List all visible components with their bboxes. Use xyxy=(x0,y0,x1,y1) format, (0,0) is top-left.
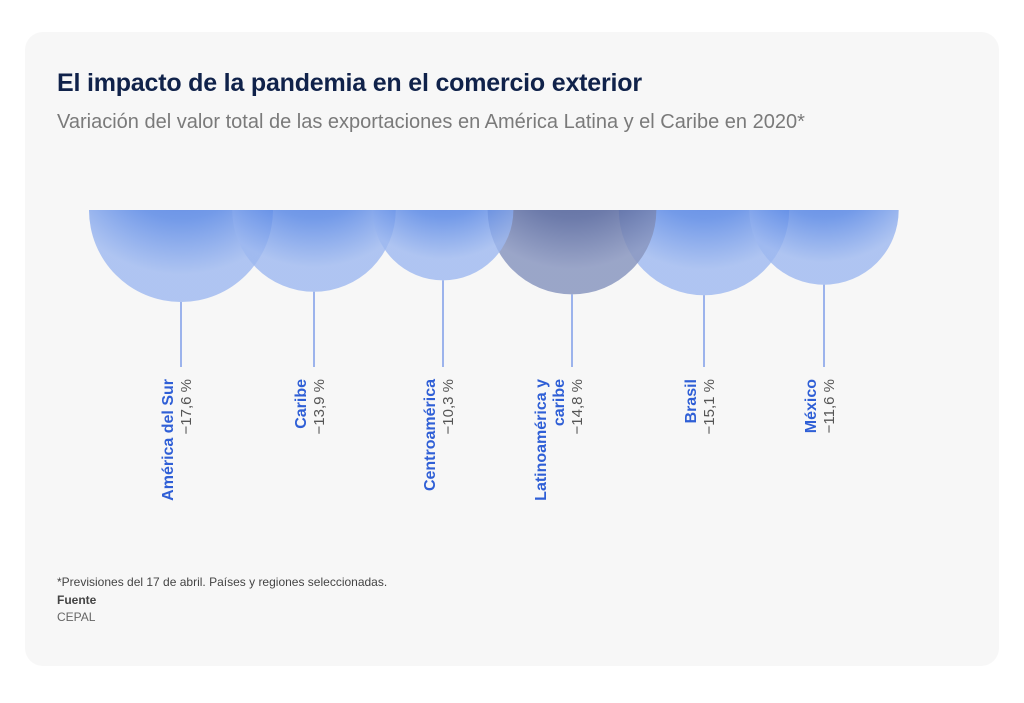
category-label-brasil: Brasil xyxy=(683,379,700,423)
source-label: Fuente xyxy=(57,593,97,607)
value-label-méxico: −11,6 % xyxy=(821,379,838,433)
category-label-centroamérica: Centroamérica xyxy=(422,379,439,491)
category-label-caribe: Caribe xyxy=(293,379,310,429)
category-label-latinoamérica-y-caribe-1: Latinoamérica y xyxy=(533,379,550,501)
bubble-méxico xyxy=(749,210,899,285)
bubble-latinoamérica-y-caribe xyxy=(487,210,657,295)
bubble-chart: −17,6 %América del Sur −13,9 %Caribe −10,3… xyxy=(89,210,899,501)
bubble-centroamérica xyxy=(372,210,514,281)
footnote: *Previsiones del 17 de abril. Países y r… xyxy=(57,575,388,589)
value-label-américa-del-sur: −17,6 % xyxy=(178,379,195,434)
source-value: CEPAL xyxy=(57,610,96,624)
bubbles-layer xyxy=(89,210,899,302)
chart-title: El impacto de la pandemia en el comercio… xyxy=(57,69,642,97)
value-label-caribe: −13,9 % xyxy=(311,379,328,434)
value-label-latinoamérica-y-caribe: −14,8 % xyxy=(569,379,586,434)
bubble-américa-del-sur xyxy=(89,210,273,302)
bubble-brasil xyxy=(618,210,790,296)
value-label-brasil: −15,1 % xyxy=(701,379,718,434)
category-label-latinoamérica-y-caribe-2: caribe xyxy=(551,379,568,426)
category-label-méxico: México xyxy=(803,379,820,433)
chart-card: El impacto de la pandemia en el comercio… xyxy=(25,32,999,666)
category-label-américa-del-sur: América del Sur xyxy=(160,379,177,501)
value-label-centroamérica: −10,3 % xyxy=(440,379,457,434)
bubble-caribe xyxy=(232,210,396,292)
marks-layer: −17,6 %América del Sur −13,9 %Caribe −10,3… xyxy=(160,280,838,501)
chart-subtitle: Variación del valor total de las exporta… xyxy=(57,111,805,133)
